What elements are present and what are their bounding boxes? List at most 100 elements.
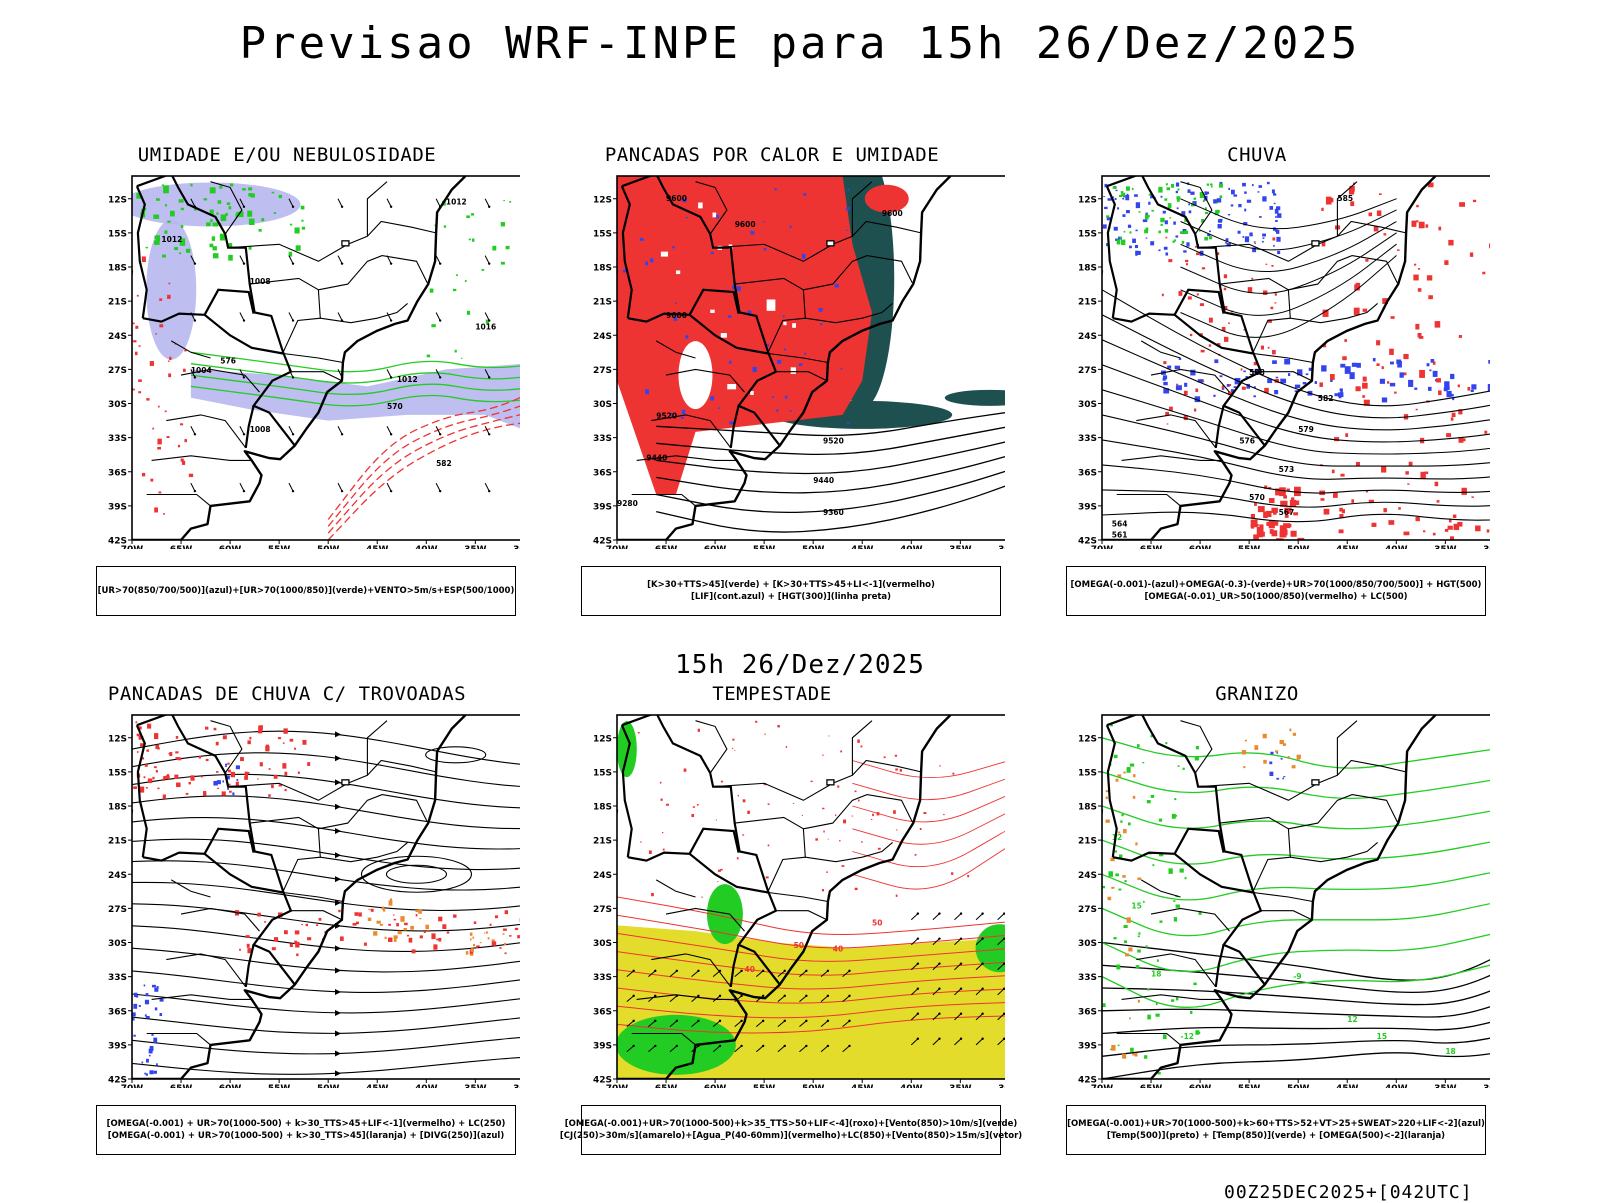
lifted-index-contour — [623, 270, 626, 273]
omega-500-fill — [1254, 745, 1258, 750]
omega-500-fill — [1297, 755, 1301, 759]
divergence-fill — [154, 988, 158, 992]
lat-tick-label: 27S — [108, 366, 127, 376]
thickness-marker — [157, 439, 161, 445]
thunderstorm-fill — [240, 757, 244, 761]
instability-orange-fill — [373, 931, 377, 936]
thunderstorm-fill — [217, 788, 219, 789]
omega-fill — [1103, 224, 1107, 228]
wind-vector-head — [805, 1020, 807, 1022]
precipitable-water-contour — [764, 734, 765, 735]
rain-fill — [1274, 302, 1276, 303]
thunderstorm-fill — [274, 937, 278, 941]
omega-fill — [1228, 214, 1230, 215]
rain-fill — [1339, 508, 1343, 512]
omega-fill — [1115, 190, 1117, 191]
temperature-850-contour — [1118, 1045, 1120, 1046]
contour-label: 18 — [1151, 970, 1161, 979]
thunderstorm-fill — [282, 763, 286, 768]
omega-strong-fill — [1113, 186, 1117, 189]
map-canvas: 121518-12-912151812S15S18S21S24S27S30S33… — [1066, 713, 1490, 1088]
thunderstorm-fill — [223, 735, 227, 739]
legend-line: [CJ(250)>30m/s](amarelo)+[Agua_P(40-60mm… — [560, 1130, 1022, 1142]
omega-strong-fill — [1168, 203, 1172, 208]
temperature-850-contour — [1114, 755, 1118, 758]
thunderstorm-fill — [340, 936, 344, 941]
temperature-850-contour — [1169, 868, 1173, 874]
omega-fill — [1238, 204, 1241, 207]
thickness-marker — [189, 474, 193, 477]
thickness-marker — [152, 428, 154, 430]
precipitable-water-contour — [861, 841, 862, 842]
rain-fill — [1365, 259, 1368, 262]
thunderstorm-fill — [515, 928, 518, 930]
lon-tick-label: 30W — [1483, 1084, 1490, 1088]
wind-vector-head — [488, 433, 490, 435]
rain-fill — [1407, 483, 1409, 484]
omega-500-fill — [1283, 743, 1286, 746]
lat-tick-label: 33S — [108, 434, 127, 444]
rain-fill — [1435, 482, 1439, 486]
wind-vector-head — [439, 490, 441, 492]
lon-tick-label: 40W — [1385, 545, 1408, 549]
thunderstorm-fill — [283, 728, 287, 733]
rain-fill — [1290, 500, 1296, 507]
omega-500-fill — [1123, 829, 1127, 833]
humidity-low-contour — [501, 262, 505, 265]
rain-fill — [1266, 522, 1269, 526]
contour-label: 582 — [436, 459, 452, 468]
rain-fill — [1412, 221, 1417, 227]
omega-fill — [1173, 221, 1176, 224]
wind-vector-head — [960, 987, 962, 989]
omega-fill — [1245, 236, 1249, 242]
lat-tick-label: 12S — [108, 734, 127, 744]
omega-fill — [1150, 241, 1154, 245]
lat-tick-label: 30S — [108, 400, 127, 410]
thunderstorm-fill — [214, 728, 217, 731]
omega-strong-fill — [1167, 187, 1170, 190]
omega-strong-fill — [1184, 231, 1188, 234]
temperature-850-contour — [1118, 889, 1121, 891]
lon-tick-label: 30W — [513, 545, 520, 549]
rain-fill — [1272, 530, 1278, 536]
instability-orange-fill — [368, 918, 371, 921]
rain-fill — [1224, 337, 1228, 342]
temperature-850-contour — [1180, 868, 1184, 872]
wind-vector-head — [194, 376, 196, 378]
federal-district — [342, 241, 349, 246]
thickness-marker — [163, 513, 165, 515]
precipitable-water-contour — [822, 755, 823, 756]
humidity-low-contour — [179, 199, 184, 203]
wind-vector-head — [292, 319, 294, 321]
wind-vector-head — [960, 1013, 962, 1015]
legend-line: [LIF](cont.azul) + [HGT(300)](linha pret… — [691, 591, 891, 603]
contour-label: -12 — [1180, 1032, 1194, 1041]
lat-tick-label: 39S — [108, 502, 127, 512]
rain-fill — [1273, 510, 1277, 514]
omega-strong-fill — [1151, 210, 1154, 212]
lon-tick-label: 50W — [1287, 545, 1310, 549]
thunderstorm-fill — [186, 793, 189, 795]
rain-fill — [1288, 524, 1291, 527]
rain-fill — [1279, 487, 1286, 496]
lifted-index-contour — [777, 360, 781, 364]
thunderstorm-fill — [148, 778, 152, 783]
rain-fill — [1438, 390, 1442, 395]
humidity-low-contour — [472, 239, 474, 242]
humidity-low-contour — [274, 212, 276, 214]
lon-tick-label: 50W — [802, 545, 825, 549]
lifted-index-contour — [752, 367, 756, 372]
omega-fill — [1213, 199, 1217, 203]
thunderstorm-fill — [355, 912, 359, 916]
omega-strong-fill — [1220, 195, 1223, 198]
contour-label: 15 — [1377, 1032, 1387, 1041]
lat-tick-label: 39S — [593, 1041, 612, 1051]
omega-500-fill — [1117, 774, 1121, 777]
omega-500-fill — [1128, 947, 1132, 951]
instability-orange-fill — [410, 926, 414, 930]
thunderstorm-fill — [246, 935, 250, 938]
rain-fill — [1197, 293, 1199, 295]
instability-orange-fill — [470, 938, 472, 940]
